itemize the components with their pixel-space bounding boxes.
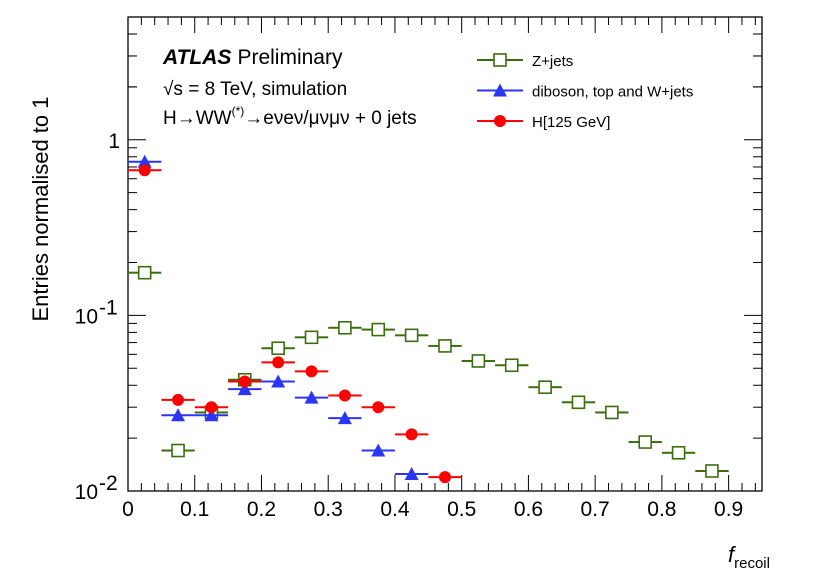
data-point [305,365,318,378]
x-tick-label: 0.6 [514,498,543,521]
energy-label: √s = 8 TeV, simulation [163,79,347,100]
data-point [538,380,552,394]
data-point [671,446,686,460]
data-point [471,354,486,368]
series-1 [128,154,429,480]
x-tick-label: 0.1 [180,498,209,521]
process-main: H→WW [163,108,232,129]
process-rest: →eνeν/μνμν + 0 jets [244,108,416,129]
x-tick-label: 0.5 [447,498,476,521]
data-point [204,408,219,422]
axis-ticks [127,16,762,492]
series-2 [128,164,462,484]
y-tick-label: 1 [108,130,120,153]
legend-marker [493,83,507,97]
x-tick-label: 0.8 [647,498,676,521]
data-point [372,401,385,414]
data-point [337,411,352,425]
y-tick-label: 10 [75,481,98,504]
data-point [271,374,286,388]
data-point [138,164,151,177]
data-point [237,382,252,396]
x-axis-title-main: f [728,542,737,567]
data-point [371,322,386,337]
y-tick-label-exponent: -2 [99,472,118,495]
legend-label: Z+jets [532,53,573,70]
data-point [172,393,185,406]
data-point [405,428,418,441]
legend-marker [494,115,506,127]
status-label: Preliminary [237,46,343,69]
data-point [205,401,218,414]
data-point [404,328,419,343]
series-0 [128,265,729,478]
y-tick-label-exponent: -1 [99,296,118,319]
x-tick-label: 0.2 [247,498,276,521]
data-point [605,405,619,420]
legend-marker [493,53,507,67]
y-tick-label: 10 [75,305,98,328]
x-axis-title-sub: recoil [734,555,770,572]
data-point [304,330,319,345]
x-tick-label: 0.7 [581,498,610,521]
y-axis-title: Entries normalised to 1 [28,97,53,322]
data-point [137,265,152,280]
process-sup: (*) [232,104,245,118]
data-point [338,389,351,402]
data-point [271,341,285,356]
y-tick-labels: 110-110-2 [75,130,120,504]
x-axis-title: frecoil [728,542,770,572]
data-point [438,339,452,353]
data-point [371,443,386,457]
data-marks [128,154,729,484]
x-tick-label: 0.9 [714,498,743,521]
data-point [304,390,319,404]
x-tick-labels: 0 0.1 0.2 0.3 0.4 0.5 0.6 0.7 0.8 0.9 [122,498,743,521]
data-point [705,464,719,478]
plot-frame [127,16,763,492]
legend-label: H[125 GeV] [532,114,610,131]
legend-label: diboson, top and W+jets [532,84,693,101]
data-point [171,408,186,422]
legend: Z+jets diboson, top and W+jets H[125 GeV] [477,53,693,131]
x-tick-label: 0.3 [314,498,343,521]
data-point [638,435,653,449]
data-point [238,375,251,388]
atlas-label: ATLAS Preliminary [162,46,343,69]
data-point [404,466,419,480]
data-point [504,358,519,373]
data-point [171,443,185,458]
data-point [338,320,352,335]
data-point [439,471,451,484]
data-point [571,395,586,410]
x-tick-label: 0.4 [380,498,410,521]
experiment-name: ATLAS [162,46,231,69]
x-tick-label: 0 [122,498,134,521]
process-label: H→WW(*)→eνeν/μνμν + 0 jets [163,104,417,129]
data-point [137,154,152,168]
data-point [272,356,285,369]
